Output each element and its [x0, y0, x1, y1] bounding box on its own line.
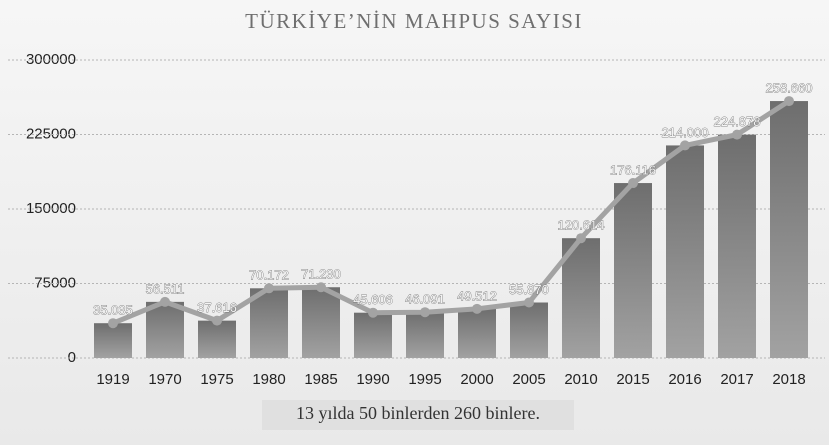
bar: [406, 312, 444, 358]
bar: [718, 134, 756, 358]
bar: [198, 320, 236, 358]
bar: [250, 288, 288, 358]
bar: [94, 323, 132, 358]
point: [160, 296, 170, 307]
bar: [562, 238, 600, 358]
value-label: 45.606: [353, 292, 393, 307]
point: [732, 129, 742, 140]
value-label: 70.172: [249, 268, 289, 283]
value-label: 120.614: [558, 218, 605, 233]
point: [628, 178, 638, 189]
y-tick-label: 0: [68, 349, 76, 366]
x-tick-label: 1970: [148, 371, 181, 388]
bar: [666, 145, 704, 358]
point: [264, 283, 274, 294]
x-tick-label: 2005: [512, 371, 545, 388]
line: [112, 98, 791, 326]
y-tick-label: 300000: [26, 51, 76, 68]
bar: [770, 101, 808, 359]
value-label: 258.660: [766, 81, 813, 96]
value-label: 49.512: [457, 288, 497, 303]
value-label: 224.878: [714, 114, 761, 129]
bar: [146, 301, 184, 358]
point: [368, 307, 378, 318]
bar: [510, 302, 548, 358]
bar: [458, 308, 496, 358]
y-tick-label: 75000: [34, 274, 76, 291]
point: [108, 318, 118, 329]
point: [524, 297, 534, 308]
value-label: 71.230: [301, 267, 341, 282]
x-tick-label: 2010: [564, 371, 597, 388]
point: [420, 307, 430, 318]
value-label: 176.116: [610, 162, 656, 177]
value-label: 55.870: [509, 282, 549, 297]
x-tick-label: 1995: [408, 371, 441, 388]
x-tick-label: 2015: [616, 371, 649, 388]
value-label: 46.091: [405, 292, 445, 307]
x-tick-label: 2017: [720, 371, 753, 388]
x-tick-label: 1919: [96, 371, 129, 388]
point: [472, 303, 482, 314]
bar: [354, 312, 392, 358]
value-label: 37.616: [197, 300, 237, 315]
point: [680, 140, 690, 151]
chart-title: TÜRKİYE’NİN MAHPUS SAYISI: [245, 9, 583, 33]
point: [784, 96, 794, 107]
annotation: 13 yılda 50 binlerden 260 binlere.: [296, 403, 540, 423]
y-tick-label: 225000: [26, 125, 76, 142]
bar: [614, 183, 652, 358]
point: [212, 315, 222, 326]
value-label: 56.511: [146, 281, 185, 296]
x-tick-label: 1985: [304, 371, 337, 388]
x-tick-label: 2016: [668, 371, 701, 388]
x-tick-label: 1975: [200, 371, 233, 388]
annotation-box: [262, 400, 574, 430]
bar: [302, 287, 340, 358]
x-tick-label: 1990: [356, 371, 389, 388]
value-label: 214.000: [662, 125, 709, 140]
x-tick-label: 2000: [460, 371, 493, 388]
x-tick-label: 2018: [772, 371, 805, 388]
point: [316, 282, 326, 293]
point: [576, 233, 586, 244]
value-label: 35.035: [93, 303, 133, 318]
y-tick-label: 150000: [26, 200, 76, 217]
x-tick-label: 1980: [252, 371, 285, 388]
